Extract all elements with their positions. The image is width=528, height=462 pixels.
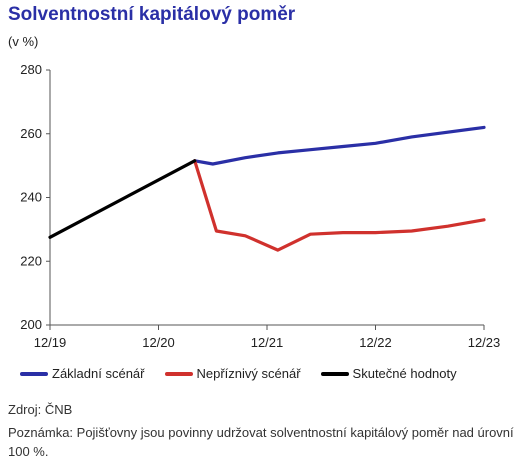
legend-item-neprizniv: Nepříznivý scénář	[164, 366, 301, 381]
series-line-zakladni	[193, 125, 486, 166]
legend-label-neprizniv: Nepříznivý scénář	[196, 366, 301, 381]
legend-swatch-neprizniv	[164, 371, 193, 376]
x-tick-label: 12/19	[34, 335, 67, 350]
y-tick-label: 260	[20, 126, 42, 141]
chart-title: Solventnostní kapitálový poměr	[8, 4, 296, 25]
x-tick-label: 12/23	[468, 335, 501, 350]
y-tick-label: 220	[20, 253, 42, 268]
footnote: Poznámka: Pojišťovny jsou povinny udržov…	[8, 425, 514, 459]
x-tick-label: 12/22	[359, 335, 392, 350]
legend-label-skutecne: Skutečné hodnoty	[352, 366, 457, 381]
legend-item-zakladni: Základní scénář	[20, 366, 145, 381]
line-chart: 200 220 240 260 280 12/19 12/20 12/21 12/22 12/23	[20, 62, 501, 350]
unit-label: (v %)	[8, 34, 39, 49]
legend-item-skutecne: Skutečné hodnoty	[320, 366, 457, 381]
legend: Základní scénář Nepříznivý scénář Skuteč…	[20, 366, 477, 381]
legend-label-zakladni: Základní scénář	[52, 366, 145, 381]
x-tick-label: 12/20	[142, 335, 175, 350]
y-tick-label: 280	[20, 62, 42, 77]
y-tick-label: 200	[20, 317, 42, 332]
series-line-neprizniv	[193, 159, 486, 252]
legend-swatch-zakladni	[20, 371, 48, 376]
y-tick-label: 240	[20, 190, 42, 205]
x-tick-label: 12/21	[251, 335, 284, 350]
legend-swatch-skutecne	[320, 371, 349, 376]
source-note: Zdroj: ČNB	[8, 402, 73, 417]
series-line-skutecne	[48, 159, 197, 239]
